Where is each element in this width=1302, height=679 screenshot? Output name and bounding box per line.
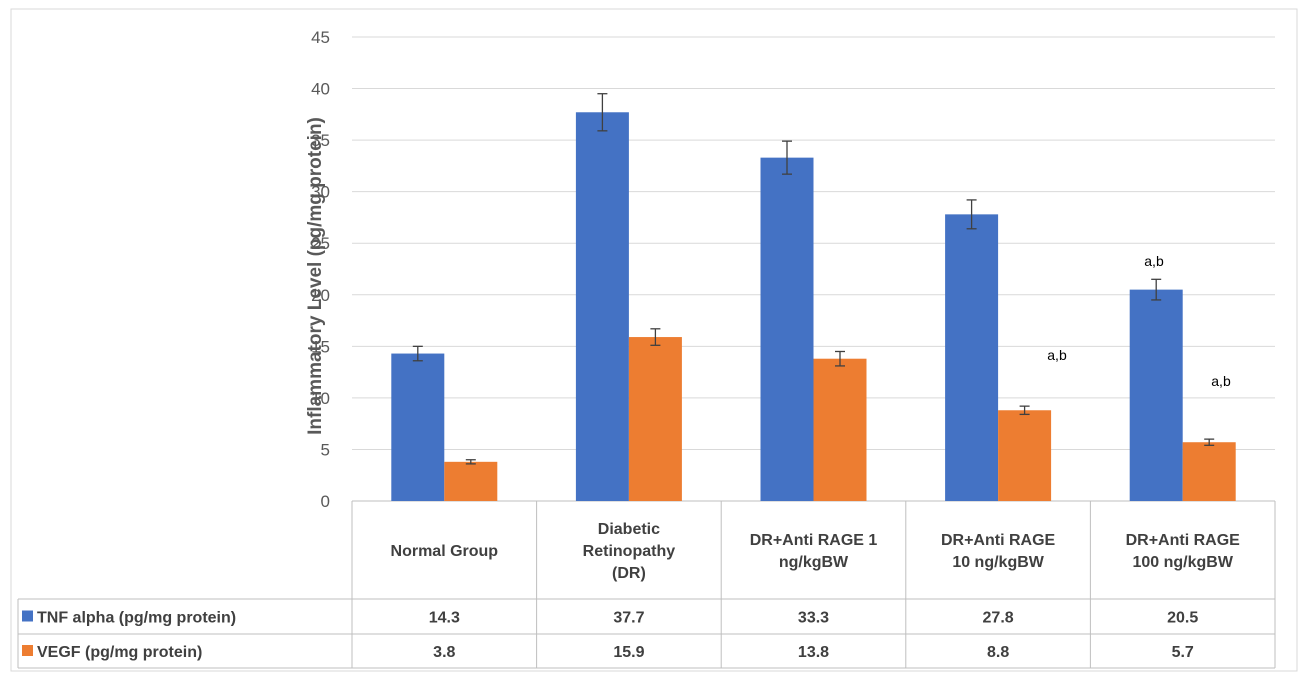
bar <box>813 358 867 501</box>
x-category-label: ng/kgBW <box>779 554 849 571</box>
y-axis-title: Inflammatory Level (pg/mg protein) <box>305 117 326 435</box>
legend-key <box>22 610 33 622</box>
y-tick-label: 35 <box>311 131 330 150</box>
legend-key <box>22 645 33 656</box>
bar <box>760 157 814 501</box>
data-table-value: 15.9 <box>613 644 644 661</box>
bar <box>1129 289 1183 501</box>
x-category-label: (DR) <box>612 565 646 582</box>
bar <box>575 112 629 501</box>
plot-area: a,b a,b a,b <box>391 93 1236 501</box>
y-tick-label: 0 <box>321 492 330 511</box>
data-table-value: 5.7 <box>1172 644 1194 661</box>
y-tick-label: 30 <box>311 183 330 202</box>
data-table: Normal Group Diabetic Retinopathy (DR) DR+An… <box>17 501 1276 669</box>
legend-entry: VEGF (pg/mg protein) <box>37 644 202 661</box>
data-table-value: 20.5 <box>1167 610 1198 627</box>
y-tick-label: 40 <box>311 80 330 99</box>
significance-label: a,b <box>1211 373 1231 389</box>
data-table-value: 8.8 <box>987 644 1009 661</box>
bar <box>444 461 498 501</box>
significance-label: a,b <box>1047 347 1067 363</box>
significance-label: a,b <box>1144 253 1164 269</box>
x-category-label: 10 ng/kgBW <box>952 554 1044 571</box>
bar <box>628 337 682 501</box>
bar <box>1182 442 1236 501</box>
chart-area-border <box>10 8 1298 672</box>
y-tick-label: 45 <box>311 28 330 47</box>
y-tick-label: 5 <box>321 440 330 459</box>
x-category-label: DR+Anti RAGE 1 <box>750 532 878 549</box>
x-category-label: 100 ng/kgBW <box>1132 554 1233 571</box>
y-tick-label: 10 <box>311 389 330 408</box>
data-table-value: 37.7 <box>613 610 644 627</box>
bar <box>998 410 1052 501</box>
y-tick-label: 20 <box>311 286 330 305</box>
x-category-label: DR+Anti RAGE <box>1126 532 1241 549</box>
gridlines: 0 5 10 15 20 25 30 35 40 45 <box>311 28 1275 511</box>
data-table-value: 33.3 <box>798 610 829 627</box>
bar <box>945 214 999 501</box>
x-category-label: Normal Group <box>391 543 499 560</box>
bar <box>391 353 445 501</box>
y-tick-label: 15 <box>311 337 330 356</box>
data-table-value: 14.3 <box>429 610 460 627</box>
y-tick-label: 25 <box>311 234 330 253</box>
data-table-value: 13.8 <box>798 644 829 661</box>
x-category-label: Retinopathy <box>583 543 676 560</box>
data-table-value: 3.8 <box>433 644 455 661</box>
x-category-label: Diabetic <box>598 521 660 538</box>
data-table-value: 27.8 <box>983 610 1014 627</box>
x-category-label: DR+Anti RAGE <box>941 532 1056 549</box>
legend-entry: TNF alpha (pg/mg protein) <box>37 610 236 627</box>
